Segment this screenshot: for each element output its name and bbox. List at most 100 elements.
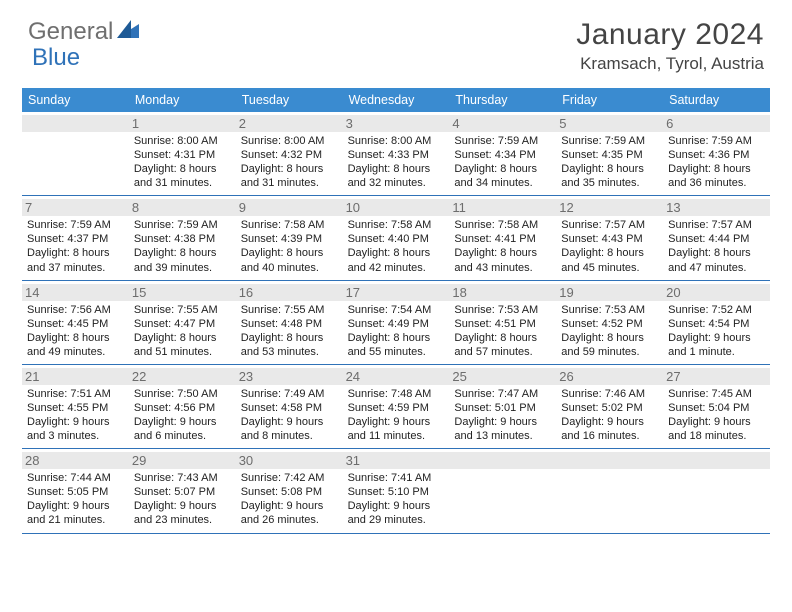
- day-number: 7: [22, 199, 129, 216]
- day-details: Sunrise: 7:55 AMSunset: 4:48 PMDaylight:…: [241, 303, 338, 359]
- day-number: 28: [22, 452, 129, 469]
- day-details: Sunrise: 7:58 AMSunset: 4:40 PMDaylight:…: [348, 218, 445, 274]
- day-cell: 28Sunrise: 7:44 AMSunset: 5:05 PMDayligh…: [22, 449, 129, 532]
- day-cell: 31 Sunrise: 7:41 AMSunset: 5:10 PMDayligh…: [343, 449, 450, 532]
- dow-cell: Friday: [556, 88, 663, 112]
- day-cell: 5Sunrise: 7:59 AMSunset: 4:35 PMDaylight…: [556, 112, 663, 195]
- day-number: 22: [129, 368, 236, 385]
- day-cell: 18Sunrise: 7:53 AMSunset: 4:51 PMDayligh…: [449, 281, 556, 364]
- day-details: Sunrise: 7:50 AMSunset: 4:56 PMDaylight:…: [134, 387, 231, 443]
- day-number: 19: [556, 284, 663, 301]
- day-cell: 16 Sunrise: 7:55 AMSunset: 4:48 PMDayligh…: [236, 281, 343, 364]
- day-number: 15: [129, 284, 236, 301]
- week-row: 1 Sunrise: 8:00 AMSunset: 4:31 PMDaylight…: [22, 112, 770, 196]
- day-details: Sunrise: 7:58 AMSunset: 4:39 PMDaylight:…: [241, 218, 338, 274]
- month-title: January 2024: [576, 18, 764, 52]
- day-cell: 4Sunrise: 7:59 AMSunset: 4:34 PMDaylight…: [449, 112, 556, 195]
- day-cell: 25Sunrise: 7:47 AMSunset: 5:01 PMDayligh…: [449, 365, 556, 448]
- week-row: 28Sunrise: 7:44 AMSunset: 5:05 PMDayligh…: [22, 449, 770, 533]
- day-details: Sunrise: 7:48 AMSunset: 4:59 PMDaylight:…: [348, 387, 445, 443]
- day-number: 2: [236, 115, 343, 132]
- day-number: 31: [343, 452, 450, 469]
- day-cell: 22 Sunrise: 7:50 AMSunset: 4:56 PMDayligh…: [129, 365, 236, 448]
- day-number: 10: [343, 199, 450, 216]
- day-number: 17: [343, 284, 450, 301]
- day-number: 26: [556, 368, 663, 385]
- day-cell: 27 Sunrise: 7:45 AMSunset: 5:04 PMDayligh…: [663, 365, 770, 448]
- dow-cell: Tuesday: [236, 88, 343, 112]
- dow-cell: Thursday: [449, 88, 556, 112]
- day-number: 9: [236, 199, 343, 216]
- day-number: 20: [663, 284, 770, 301]
- day-cell: [663, 449, 770, 532]
- day-number: 4: [449, 115, 556, 132]
- day-cell: 12 Sunrise: 7:57 AMSunset: 4:43 PMDayligh…: [556, 196, 663, 279]
- brand-mark-icon: [117, 20, 139, 45]
- day-cell: 14Sunrise: 7:56 AMSunset: 4:45 PMDayligh…: [22, 281, 129, 364]
- day-details: Sunrise: 7:52 AMSunset: 4:54 PMDaylight:…: [668, 303, 765, 359]
- day-cell: 29 Sunrise: 7:43 AMSunset: 5:07 PMDayligh…: [129, 449, 236, 532]
- day-details: Sunrise: 7:57 AMSunset: 4:43 PMDaylight:…: [561, 218, 658, 274]
- day-details: Sunrise: 7:46 AMSunset: 5:02 PMDaylight:…: [561, 387, 658, 443]
- day-number-empty: [663, 452, 770, 469]
- dow-cell: Saturday: [663, 88, 770, 112]
- day-details: Sunrise: 7:58 AMSunset: 4:41 PMDaylight:…: [454, 218, 551, 274]
- day-number: 6: [663, 115, 770, 132]
- day-cell: 24Sunrise: 7:48 AMSunset: 4:59 PMDayligh…: [343, 365, 450, 448]
- weeks-container: 1 Sunrise: 8:00 AMSunset: 4:31 PMDaylight…: [22, 112, 770, 534]
- dow-cell: Sunday: [22, 88, 129, 112]
- day-details: Sunrise: 7:57 AMSunset: 4:44 PMDaylight:…: [668, 218, 765, 274]
- day-number: 16: [236, 284, 343, 301]
- brand-part2: Blue: [32, 44, 80, 72]
- day-details: Sunrise: 7:59 AMSunset: 4:36 PMDaylight:…: [668, 134, 765, 190]
- day-cell: 10 Sunrise: 7:58 AMSunset: 4:40 PMDayligh…: [343, 196, 450, 279]
- calendar-grid: SundayMondayTuesdayWednesdayThursdayFrid…: [22, 88, 770, 534]
- day-cell: 23Sunrise: 7:49 AMSunset: 4:58 PMDayligh…: [236, 365, 343, 448]
- day-details: Sunrise: 7:54 AMSunset: 4:49 PMDaylight:…: [348, 303, 445, 359]
- title-block: January 2024 Kramsach, Tyrol, Austria: [576, 18, 764, 74]
- day-number: 27: [663, 368, 770, 385]
- day-number: 29: [129, 452, 236, 469]
- day-details: Sunrise: 7:56 AMSunset: 4:45 PMDaylight:…: [27, 303, 124, 359]
- day-details: Sunrise: 7:59 AMSunset: 4:38 PMDaylight:…: [134, 218, 231, 274]
- brand-part1: General: [28, 18, 113, 46]
- day-number: 5: [556, 115, 663, 132]
- dow-cell: Monday: [129, 88, 236, 112]
- day-number: 21: [22, 368, 129, 385]
- day-cell: 30Sunrise: 7:42 AMSunset: 5:08 PMDayligh…: [236, 449, 343, 532]
- day-cell: 11 Sunrise: 7:58 AMSunset: 4:41 PMDayligh…: [449, 196, 556, 279]
- day-number: 11: [449, 199, 556, 216]
- day-cell: 3Sunrise: 8:00 AMSunset: 4:33 PMDaylight…: [343, 112, 450, 195]
- day-number: 13: [663, 199, 770, 216]
- week-row: 7 Sunrise: 7:59 AMSunset: 4:37 PMDaylight…: [22, 196, 770, 280]
- day-number-empty: [449, 452, 556, 469]
- week-row: 14Sunrise: 7:56 AMSunset: 4:45 PMDayligh…: [22, 281, 770, 365]
- day-cell: 8 Sunrise: 7:59 AMSunset: 4:38 PMDaylight…: [129, 196, 236, 279]
- day-cell: 21Sunrise: 7:51 AMSunset: 4:55 PMDayligh…: [22, 365, 129, 448]
- dow-header-row: SundayMondayTuesdayWednesdayThursdayFrid…: [22, 88, 770, 112]
- day-cell: 15 Sunrise: 7:55 AMSunset: 4:47 PMDayligh…: [129, 281, 236, 364]
- day-number: 1: [129, 115, 236, 132]
- day-details: Sunrise: 7:45 AMSunset: 5:04 PMDaylight:…: [668, 387, 765, 443]
- day-number: 30: [236, 452, 343, 469]
- day-details: Sunrise: 7:41 AMSunset: 5:10 PMDaylight:…: [348, 471, 445, 527]
- day-details: Sunrise: 7:59 AMSunset: 4:37 PMDaylight:…: [27, 218, 124, 274]
- day-number: 12: [556, 199, 663, 216]
- day-number: 3: [343, 115, 450, 132]
- day-details: Sunrise: 7:43 AMSunset: 5:07 PMDaylight:…: [134, 471, 231, 527]
- day-cell: 6 Sunrise: 7:59 AMSunset: 4:36 PMDaylight…: [663, 112, 770, 195]
- day-cell: 20 Sunrise: 7:52 AMSunset: 4:54 PMDayligh…: [663, 281, 770, 364]
- week-row: 21Sunrise: 7:51 AMSunset: 4:55 PMDayligh…: [22, 365, 770, 449]
- day-cell: [556, 449, 663, 532]
- day-number-empty: [22, 115, 129, 132]
- day-details: Sunrise: 7:55 AMSunset: 4:47 PMDaylight:…: [134, 303, 231, 359]
- day-cell: 17 Sunrise: 7:54 AMSunset: 4:49 PMDayligh…: [343, 281, 450, 364]
- day-cell: 13 Sunrise: 7:57 AMSunset: 4:44 PMDayligh…: [663, 196, 770, 279]
- day-details: Sunrise: 8:00 AMSunset: 4:31 PMDaylight:…: [134, 134, 231, 190]
- day-number: 8: [129, 199, 236, 216]
- day-number-empty: [556, 452, 663, 469]
- day-cell: [22, 112, 129, 195]
- day-details: Sunrise: 8:00 AMSunset: 4:32 PMDaylight:…: [241, 134, 338, 190]
- day-details: Sunrise: 7:53 AMSunset: 4:52 PMDaylight:…: [561, 303, 658, 359]
- page-header: General January 2024 Kramsach, Tyrol, Au…: [0, 0, 792, 82]
